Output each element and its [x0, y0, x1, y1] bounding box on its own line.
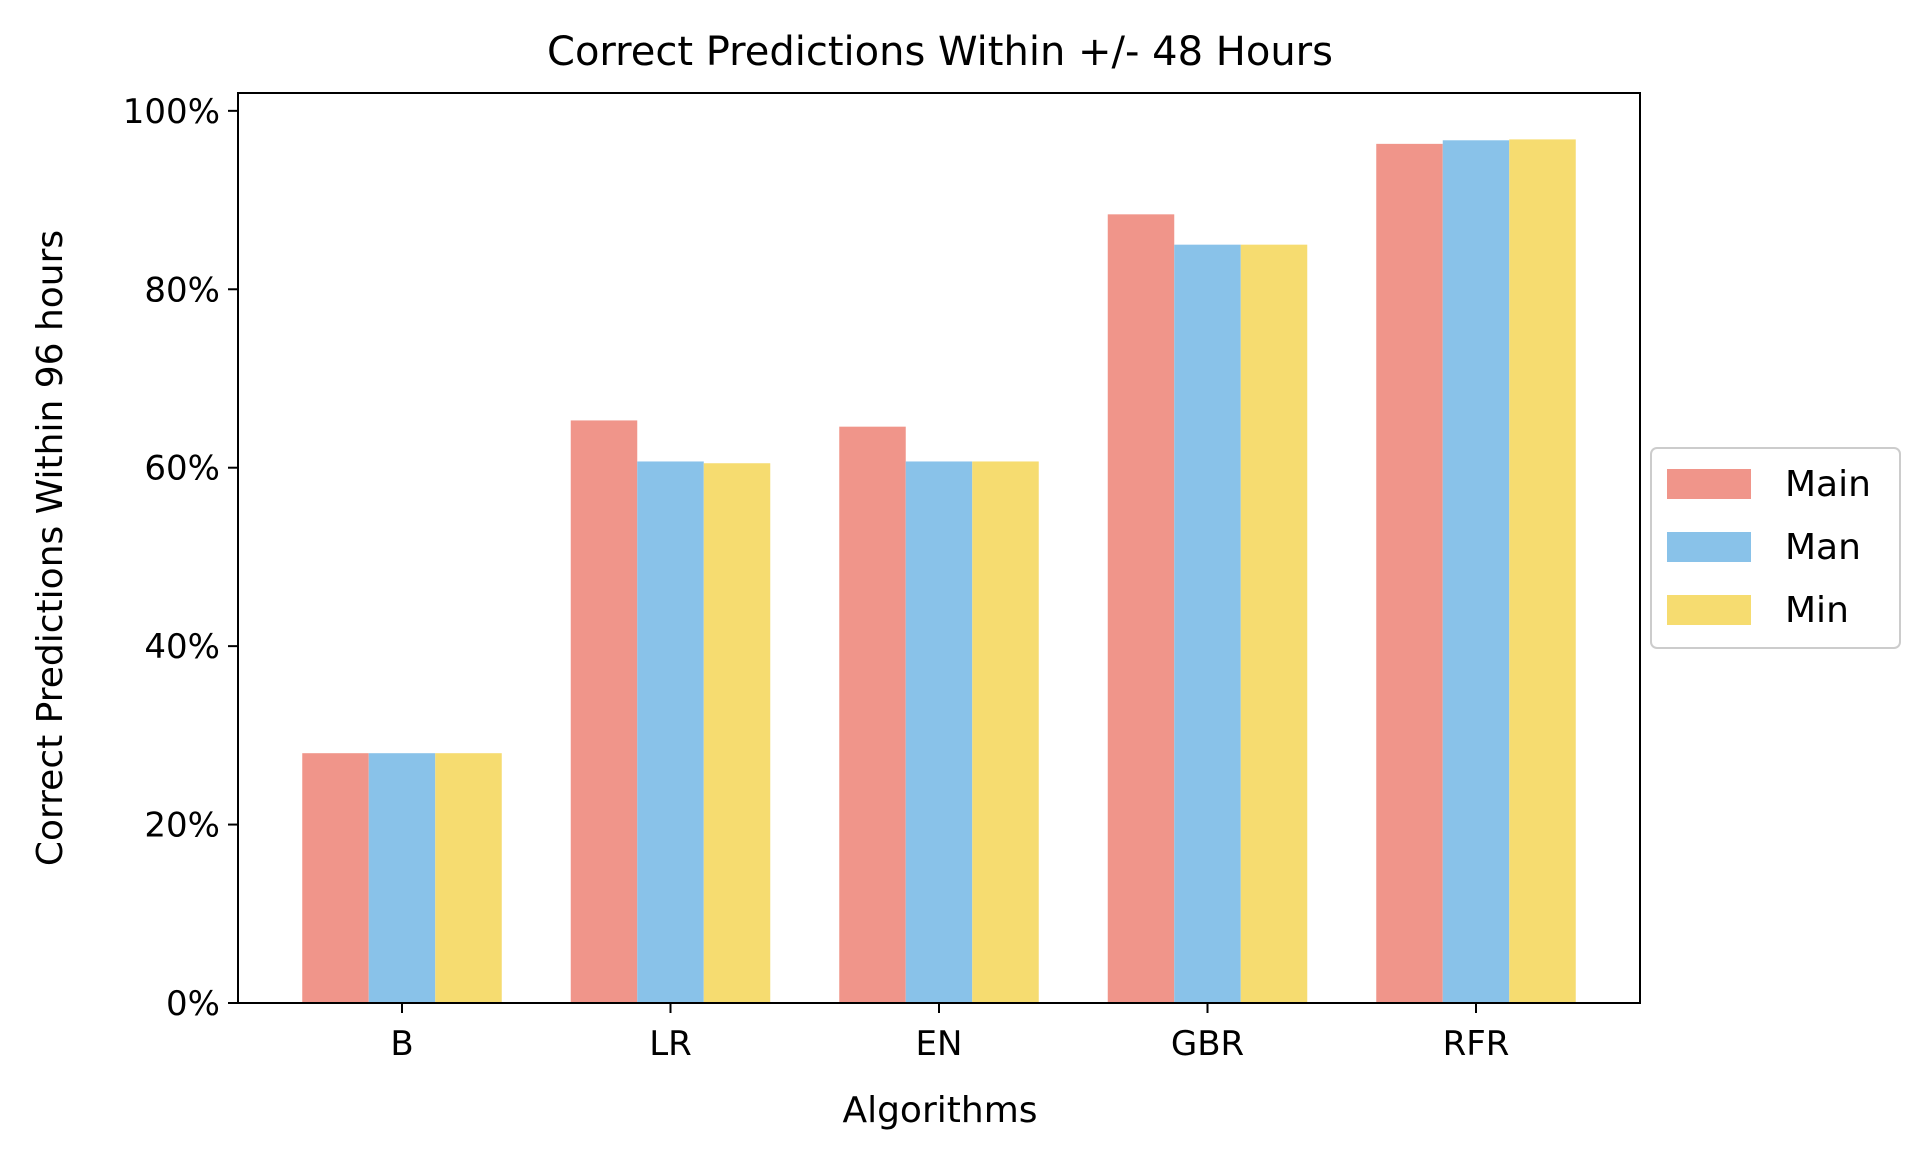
- x-axis-label: Algorithms: [842, 1090, 1037, 1131]
- y-axis-label: Correct Predictions Within 96 hours: [30, 230, 71, 866]
- legend-label-main: Main: [1785, 464, 1871, 505]
- bar-min-lr: [703, 463, 771, 1003]
- legend-swatch-man: [1667, 532, 1751, 562]
- bar-min-b: [435, 753, 502, 1003]
- bar-man-lr: [637, 461, 704, 1003]
- legend: Main Man Min: [1650, 447, 1901, 649]
- plot-area-frame: [237, 92, 1641, 1004]
- x-tick-label: RFR: [1443, 1024, 1510, 1064]
- y-tick-label: 40%: [144, 627, 220, 667]
- bars-group: [302, 139, 1576, 1004]
- chart-title: Correct Predictions Within +/- 48 Hours: [547, 29, 1333, 75]
- bar-main-rfr: [1376, 143, 1443, 1004]
- legend-label-man: Man: [1785, 527, 1861, 568]
- bar-min-gbr: [1240, 244, 1308, 1003]
- y-tick-label: 20%: [144, 806, 220, 846]
- bar-main-b: [302, 753, 369, 1003]
- x-tick-label: EN: [916, 1024, 963, 1064]
- legend-label-min: Min: [1785, 590, 1849, 631]
- y-tick-label: 0%: [166, 984, 220, 1024]
- bar-main-lr: [570, 420, 638, 1003]
- bar-man-rfr: [1442, 140, 1510, 1004]
- y-axis-ticks: 0% 20% 40% 60% 80% 100%: [123, 92, 238, 1024]
- bar-main-gbr: [1107, 214, 1175, 1004]
- legend-swatch-main: [1667, 469, 1751, 499]
- bar-min-en: [972, 461, 1039, 1003]
- bar-man-gbr: [1174, 244, 1241, 1003]
- x-tick-label: LR: [649, 1024, 692, 1064]
- x-tick-label: GBR: [1171, 1024, 1244, 1064]
- bar-man-en: [905, 461, 973, 1003]
- bar-min-rfr: [1509, 139, 1576, 1003]
- bar-man-b: [368, 753, 436, 1003]
- legend-swatch-min: [1667, 595, 1751, 625]
- bar-main-en: [839, 426, 906, 1004]
- y-tick-label: 60%: [144, 449, 220, 489]
- y-tick-label: 100%: [123, 92, 220, 132]
- x-axis-ticks: B LR EN GBR RFR: [390, 1003, 1509, 1064]
- x-tick-label: B: [390, 1024, 413, 1064]
- y-tick-label: 80%: [144, 270, 220, 310]
